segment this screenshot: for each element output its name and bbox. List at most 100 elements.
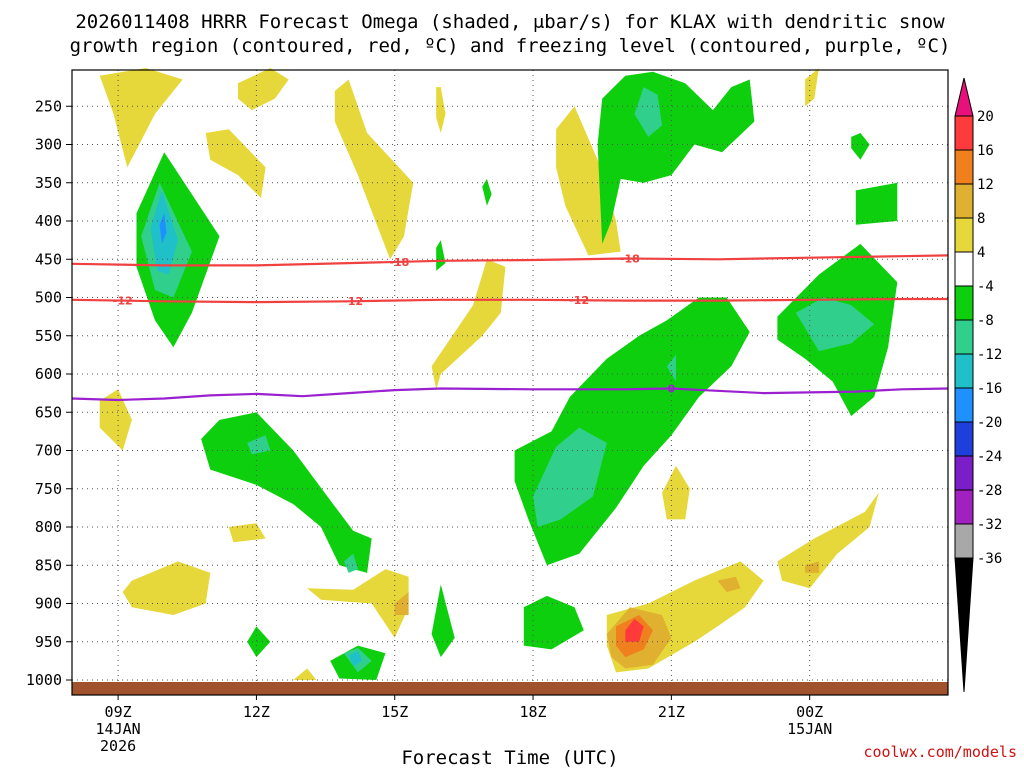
colorbar-label-11: -28 [977,483,1002,499]
x-tick-label-15Z: 15Z [381,703,408,721]
omega-region--8-37 [533,427,607,527]
y-tick-label-500: 500 [35,289,62,307]
omega-region--8-42 [344,553,358,573]
contour-label-0-0: -18 [389,256,409,269]
y-tick-label-450: 450 [35,250,62,268]
colorbar-label-8: -16 [977,381,1002,397]
x-tick-label-00Z: 00Z [796,703,823,721]
x-tick-label-12Z: 12Z [243,703,270,721]
omega-region-4-1 [238,68,289,111]
omega-region--4-27 [851,133,870,160]
omega-region-4-6 [431,259,506,390]
colorbar-swatch-6 [954,319,974,355]
colorbar-label-9: -20 [977,415,1002,431]
omega-region-4-8 [99,389,132,451]
colorbar-label-4: 4 [977,245,985,261]
omega-region--4-33 [431,584,455,658]
omega-region--12-44 [348,650,363,667]
colorbar-swatch-10 [954,455,974,491]
colorbar-swatch-3 [954,217,974,253]
colorbar-swatch-5 [954,285,974,321]
omega-region-4-3 [334,79,414,260]
omega-region--4-24 [514,297,750,566]
y-tick-label-700: 700 [35,442,62,460]
omega-region-16-21 [625,618,644,642]
omega-region-4-11 [307,569,409,638]
contour-label-1-2: -12 [569,294,589,307]
x-tick-label-18Z: 18Z [520,703,547,721]
temperature-contours: -18 -18 -12 -12 -12 0 [71,253,949,402]
colorbar-swatch-0 [954,115,974,151]
y-tick-label-550: 550 [35,327,62,345]
omega-region--16-45 [159,213,167,244]
x-tick-date-00Z: 15JAN [787,720,832,738]
omega-region-8-17 [717,576,741,592]
omega-region--4-26 [855,182,898,225]
y-tick-label-650: 650 [35,403,62,421]
y-tick-label-950: 950 [35,633,62,651]
y-tick-label-300: 300 [35,136,62,154]
contour-label-1-1: -12 [343,295,363,308]
colorbar-label-5: -4 [977,279,994,295]
colorbar-top-arrow [954,77,974,117]
y-tick-label-350: 350 [35,174,62,192]
contour-label-1-0: -12 [113,295,133,308]
x-tick-label-21Z: 21Z [658,703,685,721]
x-tick-date-09Z: 14JAN [96,720,141,738]
y-tick-label-400: 400 [35,212,62,230]
omega-region--8-39 [247,435,271,455]
colorbar-label-1: 16 [977,143,994,159]
colorbar-swatch-2 [954,183,974,219]
colorbar-swatch-1 [954,149,974,185]
omega-region-4-0 [99,68,183,168]
omega-region-4-14 [662,465,690,520]
grid-lines [72,70,948,682]
credit-link[interactable]: coolwx.com/models [863,743,1017,761]
chart-title-line1: 2026011408 HRRR Forecast Omega (shaded, … [75,11,945,33]
omega-region--4-28 [482,178,492,206]
omega-region--8-36 [634,87,663,137]
colorbar-label-10: -24 [977,449,1002,465]
omega-region--4-29 [436,240,446,271]
plot-frame [71,69,949,696]
omega-region--4-34 [523,595,584,650]
y-tick-label-250: 250 [35,97,62,115]
y-tick-label-600: 600 [35,365,62,383]
contour-line-2 [71,387,949,402]
omega-region--4-31 [247,626,271,658]
omega-region-4-12 [293,668,317,680]
colorbar-swatch-4 [954,251,974,287]
y-axis-ticks: 250 300 350 400 450 500 550 600 650 700 750 800 850 9… [26,97,72,689]
omega-region-4-15 [777,492,879,589]
ground-surface [72,682,948,695]
x-tick-label-09Z: 09Z [105,703,132,721]
omega-region--8-40 [666,354,676,382]
omega-region--4-30 [201,412,372,573]
contour-line-1 [71,297,948,304]
colorbar-swatch-9 [954,421,974,457]
colorbar-label-13: -36 [977,551,1002,567]
omega-region--4-23 [597,71,755,244]
omega-region-4-2 [205,129,266,198]
y-tick-label-1000: 1000 [26,671,62,689]
y-tick-label-900: 900 [35,595,62,613]
y-tick-label-800: 800 [35,518,62,536]
colorbar-swatch-11 [954,489,974,525]
omega-shading [99,68,898,680]
omega-region-4-9 [228,523,266,543]
colorbar-label-0: 20 [977,109,994,125]
y-tick-label-850: 850 [35,556,62,574]
colorbar-label-7: -12 [977,347,1002,363]
omega-region-8-16 [394,592,409,615]
chart-title-line2: growth region (contoured, red, ºC) and f… [70,35,951,57]
colorbar: 20 16 12 8 4 -4 -8 -12 -16 -20 -24 -28 -32 -36 [954,77,1002,693]
omega-region-4-10 [122,561,211,615]
contour-label-0-1: -18 [620,253,640,266]
x-tick-year-09Z: 2026 [100,737,136,755]
colorbar-swatch-12 [954,523,974,559]
colorbar-swatch-8 [954,387,974,423]
y-tick-label-750: 750 [35,480,62,498]
colorbar-label-3: 8 [977,211,985,227]
colorbar-bottom-arrow [954,557,974,693]
